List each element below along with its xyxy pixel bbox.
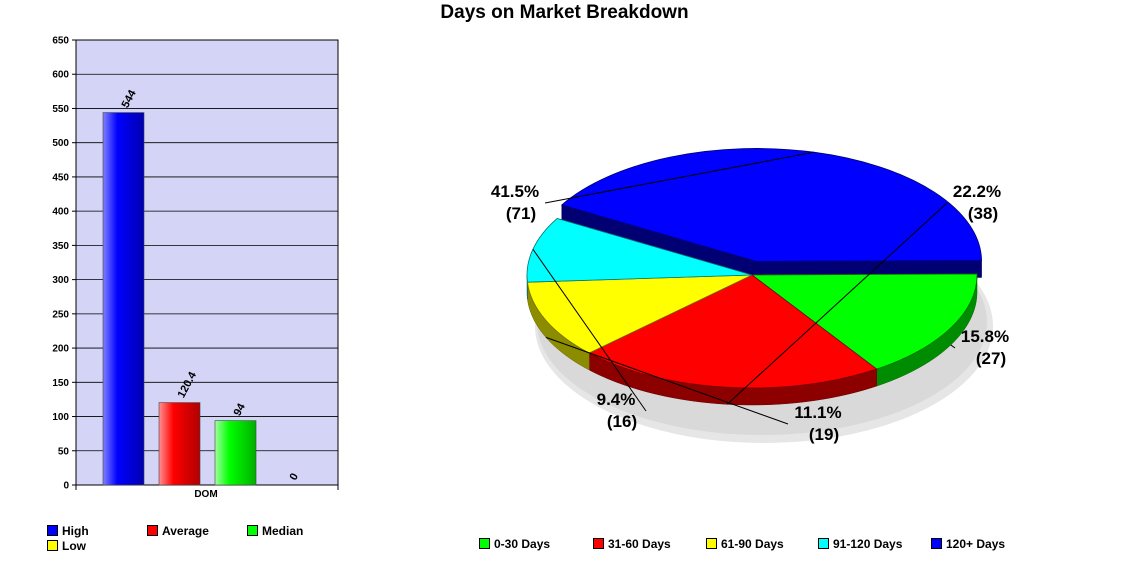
legend-item-61-90-days: 61-90 Days: [706, 537, 784, 551]
y-tick-label: 50: [58, 446, 70, 457]
legend-swatch: [706, 538, 717, 550]
leader-line: [950, 344, 956, 349]
y-tick-label: 100: [52, 412, 69, 423]
pie-slice-61-90-days: [527, 274, 753, 354]
leader-line: [545, 336, 789, 425]
legend-swatch: [593, 538, 604, 550]
slice-percent-label: 15.8%: [961, 327, 1009, 346]
x-tick-label: DOM: [194, 489, 217, 500]
legend-swatch: [818, 538, 829, 550]
y-tick-label: 450: [52, 172, 69, 183]
bar-average: [158, 402, 201, 486]
legend-item-91-120-days: 91-120 Days: [818, 537, 902, 551]
leader-line: [544, 151, 815, 204]
legend-swatch: [47, 540, 58, 552]
y-tick-label: 150: [52, 378, 69, 389]
legend-label: High: [62, 524, 89, 538]
legend-label: 31-60 Days: [608, 537, 671, 551]
pie-slice-31-60-days: [588, 274, 878, 389]
slice-count-label: (27): [976, 349, 1006, 368]
legend-swatch: [479, 538, 490, 550]
slice-percent-label: 9.4%: [597, 390, 636, 409]
legend-swatch: [247, 525, 258, 537]
legend-swatch: [47, 525, 58, 537]
slice-percent-label: 22.2%: [953, 182, 1001, 201]
legend-label: Median: [262, 524, 304, 538]
bar-chart: 0 50 100 150 200 250 300 350 400 450 500 550 600 650 D…: [52, 36, 339, 500]
y-tick-label: 300: [52, 275, 69, 286]
y-tick-label: 0: [63, 481, 69, 492]
slice-count-label: (16): [607, 412, 637, 431]
y-tick-label: 500: [52, 138, 69, 149]
legend-label: 91-120 Days: [833, 537, 903, 551]
legend-label: 61-90 Days: [721, 537, 784, 551]
data-label: 0: [288, 471, 301, 482]
legend-swatch: [147, 525, 158, 537]
bar-median: [214, 420, 257, 486]
bar-high: [102, 112, 145, 486]
legend-label: 120+ Days: [946, 537, 1006, 551]
legend-item-high: High: [47, 524, 89, 538]
pie-chart: 15.8% (27) 22.2% (38) 11.1% (19) 9.4% (16) 41.5%…: [491, 148, 1009, 444]
chart-title: Days on Market Breakdown: [440, 2, 689, 23]
legend-item-low: Low: [47, 539, 86, 553]
legend-item-average: Average: [147, 524, 209, 538]
legend-item-120-days: 120+ Days: [931, 537, 1005, 551]
y-tick-label: 200: [52, 344, 69, 355]
slice-count-label: (38): [968, 204, 998, 223]
y-tick-label: 400: [52, 207, 69, 218]
leader-line: [532, 248, 647, 412]
slice-count-label: (19): [809, 425, 839, 444]
y-tick-label: 650: [52, 36, 69, 47]
legend-swatch: [931, 538, 942, 550]
legend-label: 0-30 Days: [494, 537, 551, 551]
pie-slice-0-30-days: [750, 273, 978, 370]
legend-item-0-30-days: 0-30 Days: [479, 537, 550, 551]
legend-label: Average: [162, 524, 209, 538]
leader-line: [726, 202, 948, 405]
slice-count-label: (71): [506, 204, 536, 223]
legend-label: Low: [62, 539, 86, 553]
legend-item-31-60-days: 31-60 Days: [593, 537, 671, 551]
slice-percent-label: 11.1%: [794, 403, 841, 422]
y-tick-label: 600: [52, 70, 69, 81]
y-tick-label: 250: [52, 309, 69, 320]
y-tick-label: 350: [52, 241, 69, 252]
y-tick-label: 550: [52, 104, 69, 115]
legend-item-median: Median: [247, 524, 303, 538]
slice-percent-label: 41.5%: [491, 182, 539, 201]
